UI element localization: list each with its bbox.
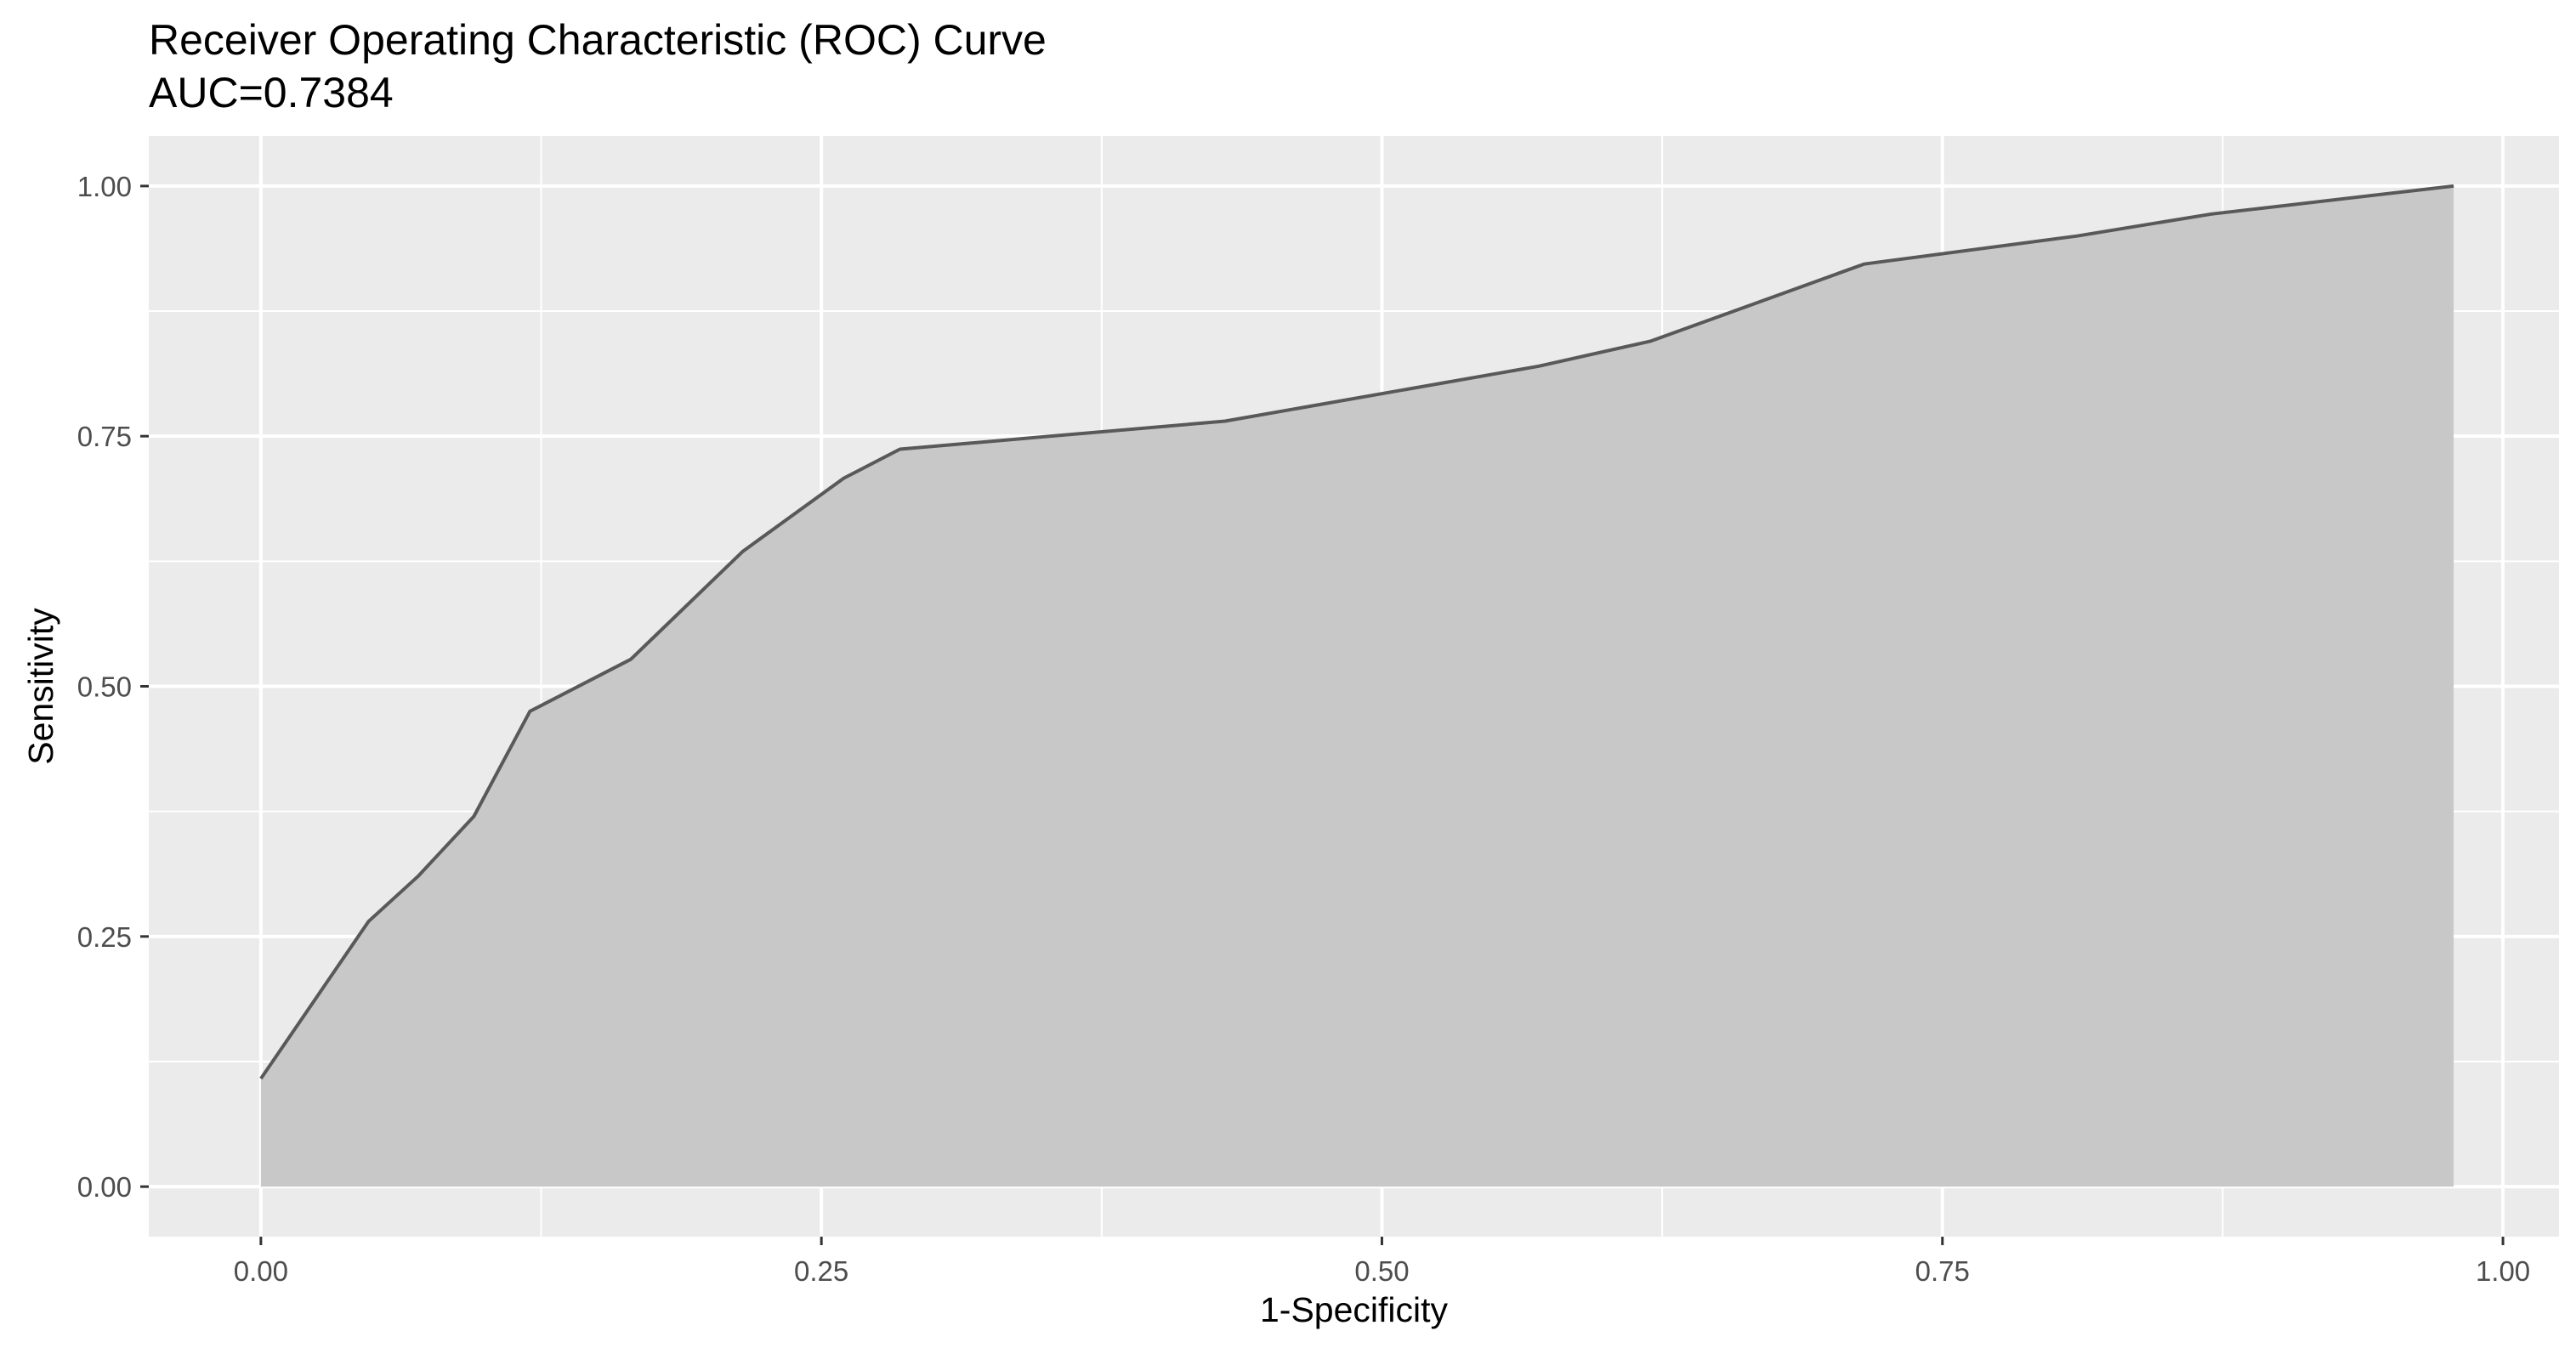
x-tick-label: 0.25 xyxy=(794,1255,848,1287)
y-axis-ticks: 0.00 0.25 0.50 0.75 1.00 xyxy=(77,171,149,1203)
roc-curve xyxy=(259,184,2454,1080)
x-tick-label: 0.00 xyxy=(234,1255,288,1287)
x-axis-label: 1-Specificity xyxy=(1260,1290,1449,1329)
y-tick-label: 0.50 xyxy=(77,671,132,703)
y-tick-label: 1.00 xyxy=(77,171,132,202)
x-tick-label: 0.50 xyxy=(1354,1255,1409,1287)
chart-subtitle: AUC=0.7384 xyxy=(149,69,394,116)
chart-title: Receiver Operating Characteristic (ROC) … xyxy=(149,16,1047,64)
y-tick-label: 0.25 xyxy=(77,921,132,953)
x-tick-label: 1.00 xyxy=(2476,1255,2530,1287)
y-axis-label: Sensitivity xyxy=(21,608,60,765)
roc-area xyxy=(260,185,2454,1187)
x-axis-ticks: 0.00 0.25 0.50 0.75 1.00 xyxy=(234,1237,2530,1287)
x-tick-label: 0.75 xyxy=(1915,1255,1970,1287)
y-tick-label: 0.00 xyxy=(77,1171,132,1203)
y-tick-label: 0.75 xyxy=(77,421,132,452)
